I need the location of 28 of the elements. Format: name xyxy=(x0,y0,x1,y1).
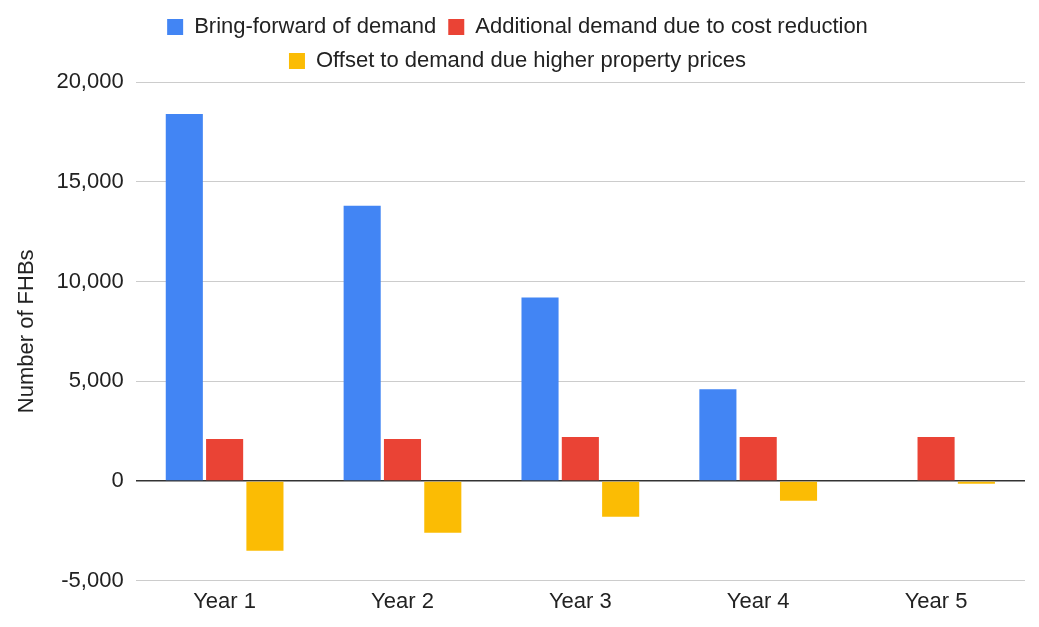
y-tick-label: 10,000 xyxy=(56,267,124,293)
bar xyxy=(343,205,381,481)
bar xyxy=(206,439,244,481)
bar xyxy=(779,481,818,501)
bar xyxy=(699,389,737,481)
y-axis-title: Number of FHBs xyxy=(13,249,39,414)
x-tick-label: Year 2 xyxy=(371,587,434,613)
y-tick-label: 15,000 xyxy=(56,167,124,193)
bar xyxy=(521,297,559,481)
legend-label: Offset to demand due higher property prices xyxy=(315,47,747,73)
bar xyxy=(424,481,462,533)
y-tick-label: 20,000 xyxy=(56,68,124,94)
y-tick-label: -5,000 xyxy=(61,566,124,592)
bar xyxy=(917,437,955,481)
bar xyxy=(561,437,599,481)
bar xyxy=(739,437,777,481)
bar xyxy=(602,481,640,517)
bar xyxy=(246,481,284,551)
x-tick-label: Year 3 xyxy=(548,587,612,613)
bar xyxy=(165,113,203,481)
y-tick-label: 0 xyxy=(111,466,124,492)
x-tick-label: Year 4 xyxy=(726,587,790,613)
legend-label: Bring-forward of demand xyxy=(194,13,437,39)
y-tick-label: 5,000 xyxy=(68,367,124,393)
x-tick-label: Year 1 xyxy=(193,587,257,613)
x-tick-label: Year 5 xyxy=(904,587,968,613)
legend-label: Additional demand due to cost reduction xyxy=(475,13,868,39)
bar xyxy=(383,439,422,481)
